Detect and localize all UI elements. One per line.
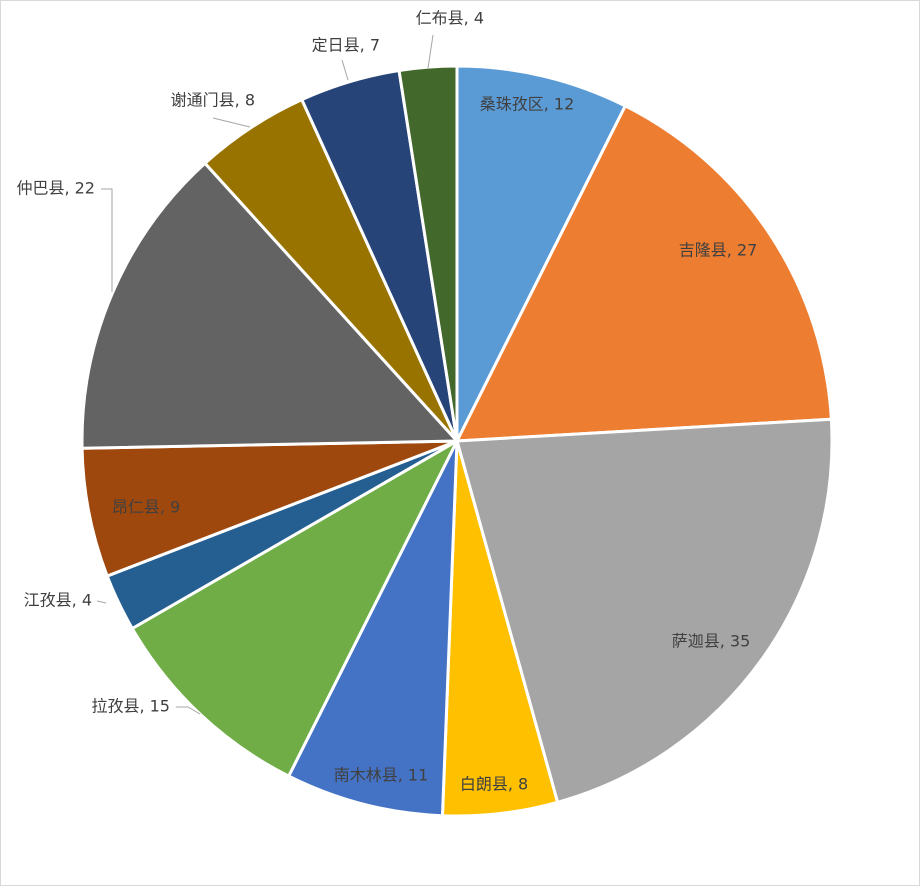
- data-label: 定日县, 7: [312, 36, 380, 55]
- pie-slice: [454, 103, 833, 443]
- leader-line: [341, 59, 349, 81]
- data-label: 拉孜县, 15: [91, 697, 170, 716]
- leader-line: [96, 600, 107, 604]
- data-label: 萨迦县, 35: [672, 632, 751, 651]
- data-label: 仲巴县, 22: [16, 179, 95, 198]
- data-label: 谢通门县, 8: [171, 91, 255, 110]
- data-label: 昂仁县, 9: [112, 498, 180, 517]
- data-label: 南木林县, 11: [334, 766, 429, 785]
- data-label: 仁布县, 4: [416, 9, 484, 28]
- data-label: 桑珠孜区, 12: [480, 95, 575, 114]
- pie-slice: [455, 417, 834, 805]
- pie-slice: [80, 161, 461, 450]
- data-label: 吉隆县, 27: [679, 241, 758, 260]
- pie-slice: [455, 64, 628, 442]
- data-label: 白朗县, 8: [460, 775, 528, 794]
- pie-slice: [80, 439, 458, 579]
- data-label: 江孜县, 4: [24, 591, 92, 610]
- leader-line: [427, 34, 434, 69]
- leader-line: [212, 117, 251, 128]
- pie-slice: [286, 440, 459, 818]
- leader-line: [176, 706, 201, 715]
- leader-line: [101, 188, 113, 292]
